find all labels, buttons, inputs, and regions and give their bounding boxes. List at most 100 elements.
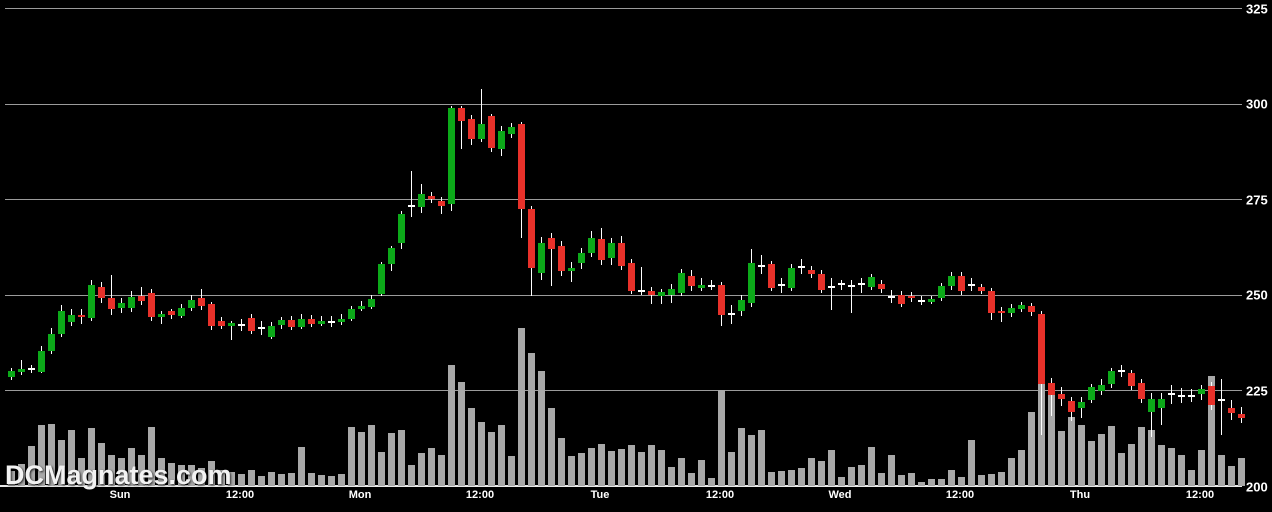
candle <box>1088 387 1095 400</box>
candle <box>898 294 905 305</box>
candle <box>688 276 695 287</box>
candle <box>268 325 275 338</box>
candle-wick <box>231 320 232 340</box>
x-axis-label: Sun <box>109 489 131 501</box>
x-axis-label: 12:00 <box>705 489 735 501</box>
candle <box>528 209 535 268</box>
x-axis-label: Mon <box>348 489 372 501</box>
candle <box>978 287 985 291</box>
volume-bar <box>688 473 695 486</box>
volume-bar <box>578 453 585 486</box>
volume-bar <box>338 474 345 486</box>
candle-wick <box>1161 392 1162 426</box>
candle <box>1038 314 1045 384</box>
volume-bar <box>248 470 255 486</box>
candle <box>328 321 335 324</box>
candle <box>668 288 675 295</box>
candle <box>548 237 555 250</box>
candle-wick <box>461 105 462 150</box>
candle <box>438 200 445 206</box>
volume-bar <box>748 435 755 486</box>
candle <box>58 310 65 334</box>
gridline-250 <box>5 294 1242 296</box>
volume-bar <box>838 477 845 486</box>
candle-wick <box>641 266 642 296</box>
candle <box>588 237 595 253</box>
candle <box>808 269 815 274</box>
candle <box>1228 408 1235 414</box>
candle <box>28 367 35 371</box>
volume-bar <box>608 451 615 486</box>
candle <box>678 273 685 293</box>
volume-bar <box>848 467 855 486</box>
volume-bar <box>698 460 705 486</box>
candle <box>988 291 995 313</box>
candle <box>608 242 615 258</box>
candle <box>1058 393 1065 399</box>
gridline-225 <box>5 390 1242 392</box>
candle <box>1008 307 1015 313</box>
candle-wick <box>1151 392 1152 438</box>
candle-wick <box>1001 306 1002 323</box>
volume-bar <box>858 465 865 486</box>
candle <box>138 296 145 302</box>
volume-bar <box>38 425 45 486</box>
volume-bar <box>418 453 425 486</box>
candle <box>228 323 235 326</box>
candle <box>1238 414 1245 419</box>
volume-bar <box>878 473 885 486</box>
volume-bar <box>1148 430 1155 486</box>
volume-bar <box>548 408 555 486</box>
candle <box>728 312 735 315</box>
volume-bar <box>468 408 475 486</box>
volume-bar <box>1198 450 1205 486</box>
volume-bar <box>1158 445 1165 486</box>
candle <box>858 283 865 286</box>
volume-bar <box>1008 458 1015 486</box>
volume-bar <box>218 470 225 486</box>
volume-bar <box>828 450 835 486</box>
volume-bar <box>388 433 395 486</box>
volume-bar <box>18 464 25 486</box>
volume-bar <box>28 446 35 486</box>
volume-bar <box>288 473 295 486</box>
volume-bar <box>898 475 905 486</box>
volume-bar <box>148 427 155 486</box>
candle <box>1018 305 1025 309</box>
volume-bar <box>258 476 265 486</box>
candle <box>888 295 895 298</box>
volume-bar <box>968 440 975 486</box>
volume-bar <box>1188 470 1195 486</box>
x-axis-label: Tue <box>590 489 610 501</box>
y-axis-label: 325 <box>1246 1 1268 16</box>
x-axis-label: 12:00 <box>465 489 495 501</box>
candle <box>998 310 1005 314</box>
candle <box>848 284 855 287</box>
candle <box>368 299 375 307</box>
volume-bar <box>488 432 495 486</box>
candle <box>638 289 645 292</box>
candle <box>448 107 455 205</box>
volume-bar <box>98 443 105 486</box>
candle <box>18 368 25 372</box>
candle <box>378 264 385 295</box>
candle <box>1198 388 1205 394</box>
volume-bar <box>1208 376 1215 486</box>
candle <box>158 314 165 318</box>
candle <box>418 194 425 208</box>
candle <box>558 245 565 272</box>
candle <box>488 115 495 148</box>
candle-wick <box>411 171 412 217</box>
candle <box>458 107 465 121</box>
volume-bar <box>208 461 215 486</box>
candle-wick <box>571 262 572 282</box>
volume-bar <box>368 425 375 486</box>
candle <box>428 195 435 199</box>
candle <box>518 123 525 210</box>
volume-bar <box>908 473 915 486</box>
candle <box>708 284 715 287</box>
volume-bar <box>318 475 325 486</box>
volume-bar <box>728 452 735 486</box>
volume-bar <box>1138 427 1145 486</box>
volume-bar <box>1108 426 1115 486</box>
